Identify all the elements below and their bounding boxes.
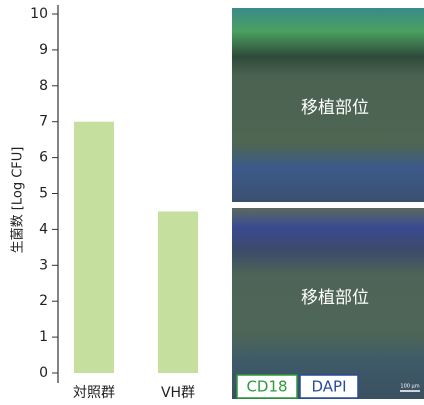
x-tick-label: 対照群: [73, 385, 115, 401]
stain-label: DAPI: [311, 378, 346, 396]
x-tick-label: VH群: [161, 385, 195, 401]
y-tick-label: 1: [39, 329, 48, 345]
y-axis-label: 生菌数 [Log CFU]: [11, 147, 26, 254]
y-tick-label: 9: [39, 42, 48, 58]
image-label: 移植部位: [301, 288, 369, 308]
y-tick-label: 0: [39, 365, 48, 381]
scale-bar-label: 100 μm: [400, 384, 419, 390]
bar: [74, 122, 114, 373]
stain-label: CD18: [246, 378, 287, 396]
y-tick-label: 4: [39, 221, 48, 237]
page: 生菌数 [Log CFU] 0 1 2 3 4 5 6 7 8 9 10 対照群 VH群 移植部位 移植…: [0, 0, 424, 405]
y-tick-label: 2: [39, 293, 48, 309]
y-tick-label: 6: [39, 150, 48, 166]
bar: [158, 211, 198, 373]
y-tick-label: 3: [39, 257, 48, 273]
y-tick-label: 8: [39, 78, 48, 94]
image-label: 移植部位: [301, 98, 369, 118]
micrograph-top: 移植部位: [232, 8, 424, 202]
y-tick-label: 7: [39, 114, 48, 130]
y-tick-label: 5: [39, 186, 48, 202]
micrograph-bottom: 移植部位 CD18 DAPI 100 μm: [232, 208, 424, 399]
y-tick-label: 10: [30, 6, 48, 22]
chart: 生菌数 [Log CFU] 0 1 2 3 4 5 6 7 8 9 10 対照群 VH群: [11, 5, 199, 401]
